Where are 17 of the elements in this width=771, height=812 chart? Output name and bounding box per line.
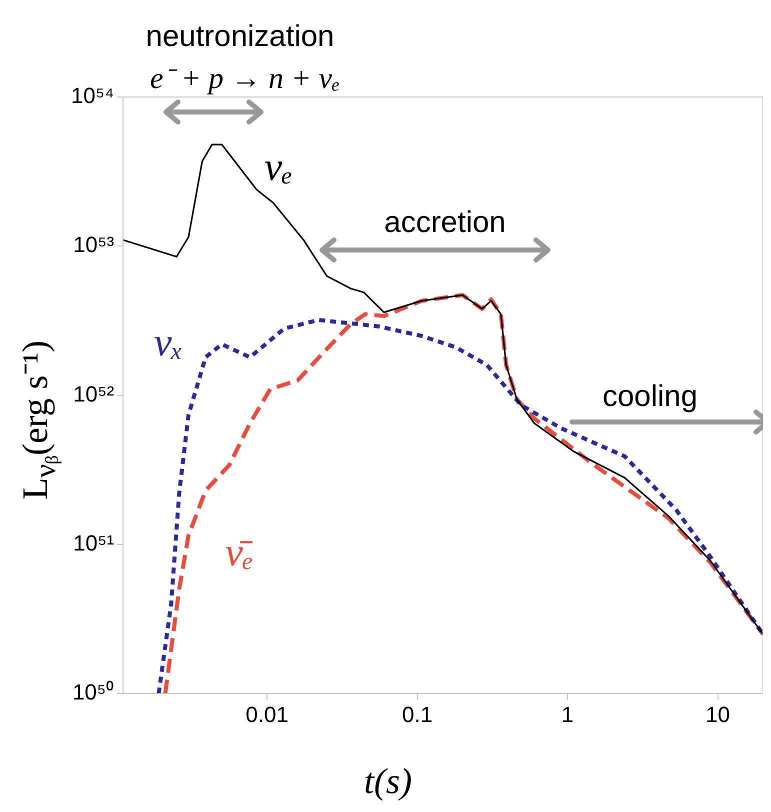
y-tick-label: 10⁵³ bbox=[73, 232, 114, 258]
text: neutronization bbox=[146, 20, 334, 54]
x-tick-label: 1 bbox=[561, 702, 574, 727]
x-tick-label: 10 bbox=[706, 702, 730, 727]
y-tick-label: 10⁵¹ bbox=[73, 530, 114, 556]
text: e⁻ + p → n + νₑ bbox=[150, 61, 340, 97]
annotation: accretion bbox=[384, 206, 506, 240]
y-tick-label: 10⁵⁰ bbox=[72, 680, 114, 705]
series-label: νₑ bbox=[264, 144, 293, 189]
series-label: ν̄ₑ bbox=[225, 530, 254, 575]
series-label: νₓ bbox=[154, 319, 184, 364]
annotation: cooling bbox=[602, 380, 698, 414]
y-tick-label: 10⁵² bbox=[73, 381, 114, 406]
x-tick-label: 0.1 bbox=[402, 702, 433, 727]
x-tick-label: 0.01 bbox=[246, 702, 288, 727]
y-tick-label: 10⁵⁴ bbox=[70, 83, 114, 108]
x-axis-title: t(s) bbox=[364, 760, 412, 802]
